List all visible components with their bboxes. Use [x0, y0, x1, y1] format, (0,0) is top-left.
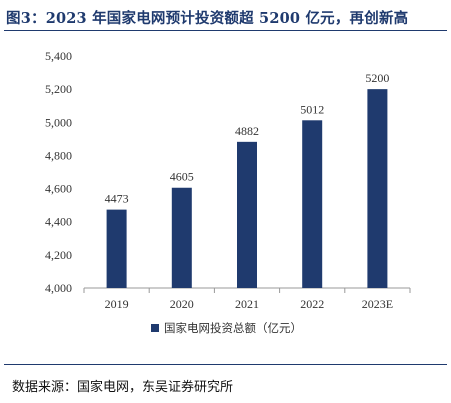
y-tick-label: 5,400: [45, 49, 72, 63]
data-label: 5012: [300, 102, 324, 116]
x-tick-label: 2020: [170, 297, 194, 311]
y-tick-label: 4,600: [45, 182, 72, 196]
x-tick-label: 2021: [235, 297, 259, 311]
y-tick-label: 5,000: [45, 115, 72, 129]
figure-title: 图3：2023 年国家电网预计投资额超 5200 亿元，再创新高: [6, 10, 409, 27]
legend-label: 国家电网投资总额（亿元）: [164, 321, 302, 335]
bar-chart: 4,000 4,200 4,400 4,600 4,800 5,000 5,200 5,400…: [45, 49, 411, 335]
data-label: 4882: [235, 124, 259, 138]
bar: [367, 89, 388, 288]
x-tick-label: 2019: [105, 297, 129, 311]
data-label: 4473: [105, 192, 129, 206]
x-tick-label: 2023E: [362, 297, 393, 311]
y-tick-label: 5,200: [45, 82, 72, 96]
title-divider: [4, 30, 447, 31]
data-label: 4605: [170, 170, 194, 184]
y-tick-label: 4,400: [45, 215, 72, 229]
y-tick-label: 4,800: [45, 148, 72, 162]
bar: [302, 120, 323, 288]
footer-divider: [4, 364, 447, 365]
legend-swatch: [151, 324, 159, 332]
bar: [171, 187, 192, 288]
bar: [237, 141, 257, 288]
x-tick-label: 2022: [300, 297, 324, 311]
bar: [106, 209, 127, 288]
y-tick-label: 4,200: [45, 248, 72, 262]
data-label: 5200: [365, 71, 389, 85]
data-source-note: 数据来源：国家电网，东吴证券研究所: [12, 380, 234, 395]
y-tick-label: 4,000: [45, 281, 72, 295]
